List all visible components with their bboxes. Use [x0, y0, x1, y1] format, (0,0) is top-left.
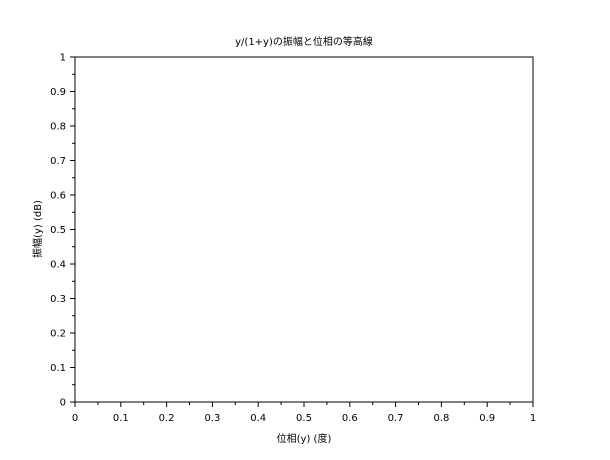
x-axis-label: 位相(y) (度) [277, 432, 332, 445]
plot-area [74, 56, 534, 403]
x-tick-label: 0.2 [159, 413, 175, 424]
x-tick-label: 1 [530, 413, 536, 424]
y-tick-label: 0.9 [50, 87, 66, 98]
y-tick-label: 0.2 [50, 329, 66, 340]
y-axis: 0 0.1 0.2 0.3 0.4 0.5 0.6 0.7 0.8 0.9 1 [50, 53, 75, 409]
x-tick-label: 0.6 [342, 413, 358, 424]
x-tick-label: 0.9 [479, 413, 495, 424]
x-tick-label: 0.4 [250, 413, 266, 424]
y-tick-label: 0.8 [50, 122, 66, 133]
y-tick-label: 1 [60, 53, 66, 64]
x-tick-label: 0.1 [113, 413, 129, 424]
y-tick-label: 0.7 [50, 156, 66, 167]
x-tick-label: 0 [72, 413, 78, 424]
y-tick-label: 0.5 [50, 225, 66, 236]
x-tick-label: 0.3 [204, 413, 220, 424]
x-axis: 0 0.1 0.2 0.3 0.4 0.5 0.6 0.7 0.8 0.9 1 [72, 402, 536, 424]
y-tick-label: 0.3 [50, 294, 66, 305]
x-tick-label: 0.5 [296, 413, 312, 424]
y-tick-label: 0.4 [50, 260, 66, 271]
y-tick-label: 0.6 [50, 191, 66, 202]
x-tick-label: 0.7 [388, 413, 404, 424]
y-axis-label: 振幅(y) (dB) [31, 200, 44, 258]
y-tick-label: 0.1 [50, 363, 66, 374]
chart-title: y/(1+y)の振幅と位相の等高線 [235, 35, 373, 48]
y-tick-label: 0 [60, 398, 66, 409]
x-tick-label: 0.8 [433, 413, 449, 424]
